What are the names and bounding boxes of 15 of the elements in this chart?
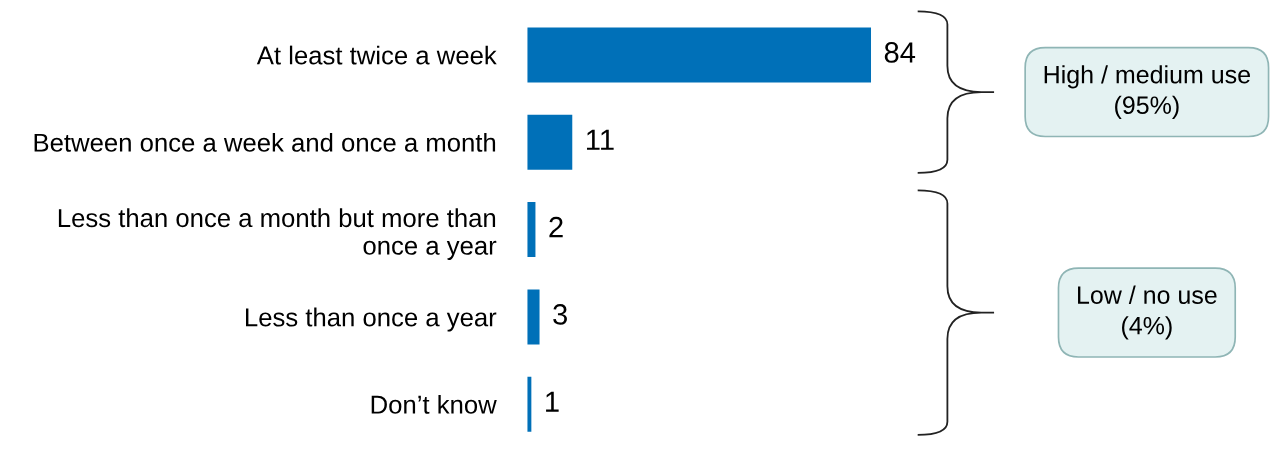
text: High / medium use (95%) (1044, 65, 1250, 119)
y-tick-label: Less than once a month but more than once a year (58, 208, 497, 260)
y-tick-label: Don’t know (371, 394, 497, 414)
text: Low / no use (4%) (1078, 285, 1217, 340)
data-label: 1 (546, 391, 559, 412)
bar (527, 27, 872, 83)
bar (527, 114, 573, 170)
data-label: 11 (587, 129, 614, 150)
y-tick-label: Less than once a year (246, 307, 497, 332)
data-label: 3 (553, 304, 567, 325)
data-label: 84 (884, 42, 916, 63)
y-tick-label: At least twice a week (256, 45, 497, 65)
y-tick-label: Between once a week and once a month (34, 132, 496, 152)
data-label: 2 (549, 216, 563, 238)
bar (527, 289, 540, 345)
